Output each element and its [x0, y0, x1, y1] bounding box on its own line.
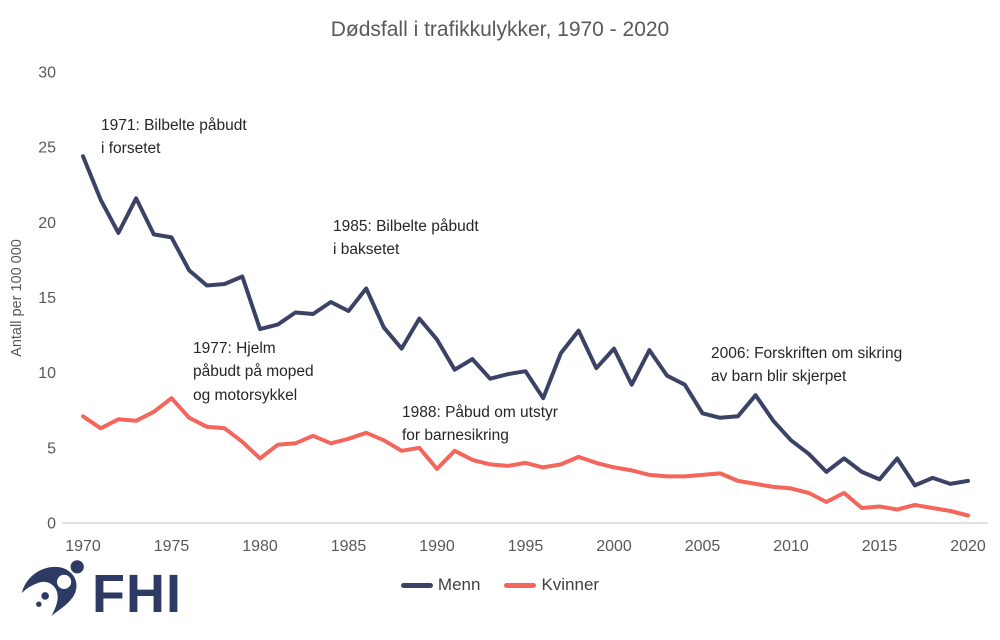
chart-legend: Menn Kvinner — [0, 575, 1000, 595]
y-axis-title: Antall per 100 000 — [9, 239, 25, 357]
y-tick-label: 5 — [47, 440, 56, 457]
fhi-logo: FHI — [16, 560, 182, 628]
kvinner-line-swatch — [504, 582, 537, 588]
x-tick-label: 2005 — [685, 538, 721, 555]
legend-item-kvinner: Kvinner — [504, 575, 599, 595]
x-tick-label: 2020 — [950, 538, 986, 555]
legend-item-menn: Menn — [400, 575, 481, 595]
y-tick-label: 10 — [38, 365, 56, 382]
x-tick-label: 1995 — [508, 538, 544, 555]
legend-label-menn: Menn — [437, 575, 481, 594]
fhi-logo-text: FHI — [92, 564, 182, 624]
x-tick-label: 1970 — [65, 538, 101, 555]
x-tick-label: 2000 — [596, 538, 632, 555]
annotation-1985-seatbelt-rear: 1985: Bilbelte påbudt i baksetet — [333, 218, 479, 259]
y-tick-label: 15 — [38, 290, 56, 307]
y-tick-label: 25 — [38, 140, 56, 157]
x-tick-label: 1985 — [331, 538, 367, 555]
y-tick-label: 0 — [47, 516, 56, 533]
fhi-logo-mark — [21, 560, 84, 616]
menn-line-swatch — [400, 582, 433, 588]
y-tick-label: 30 — [38, 65, 56, 82]
menn-line — [81, 154, 970, 488]
x-tick-label: 2015 — [862, 538, 898, 555]
chart-title: Dødsfall i trafikkulykker, 1970 - 2020 — [330, 18, 670, 41]
annotation-1977-helmet: 1977: Hjelm påbudt på moped og motorsykk… — [193, 340, 314, 404]
x-tick-label: 1980 — [242, 538, 278, 555]
y-tick-label: 20 — [38, 215, 56, 232]
x-tick-label: 1990 — [419, 538, 455, 555]
annotation-2006-child-regulation: 2006: Forskriften om sikring av barn bli… — [711, 345, 903, 386]
annotation-1988-child-equipment: 1988: Påbud om utstyr for barnesikring — [402, 404, 558, 445]
legend-label-kvinner: Kvinner — [541, 575, 600, 594]
x-tick-label: 2010 — [773, 538, 809, 555]
kvinner-line — [81, 396, 970, 518]
annotation-1971-seatbelt-front: 1971: Bilbelte påbudt i forsetet — [101, 117, 247, 158]
x-tick-label: 1975 — [154, 538, 190, 555]
